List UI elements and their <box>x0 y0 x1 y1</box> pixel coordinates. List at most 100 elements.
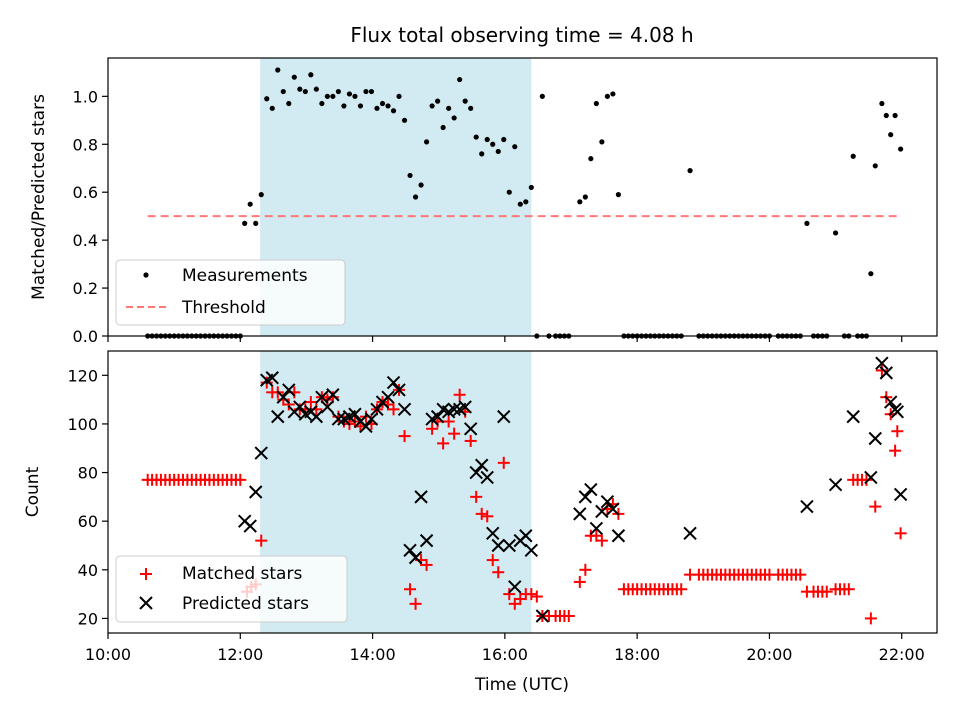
measurements-point <box>275 67 281 73</box>
top-plot-marks <box>145 67 904 339</box>
top-y-axis: 0.0 0.2 0.4 0.6 0.8 1.0 <box>73 87 108 346</box>
measurements-point <box>280 88 286 95</box>
bottom-plot-marks <box>141 356 908 625</box>
predicted-stars-point <box>497 409 511 424</box>
predicted-stars-point <box>683 526 697 541</box>
measurements-point <box>577 199 583 205</box>
measurements-point <box>615 192 622 198</box>
matched-stars-point <box>470 490 483 503</box>
predicted-stars-point <box>386 375 401 390</box>
measurements-point <box>582 194 588 200</box>
top-y-tick-label: 0.4 <box>73 231 98 250</box>
measurements-point <box>446 105 452 111</box>
predicted-stars-point <box>883 395 898 409</box>
legend-predicted-marker <box>139 596 153 610</box>
predicted-stars-point <box>519 529 533 543</box>
measurements-point <box>687 168 693 174</box>
predicted-stars-point <box>381 390 395 404</box>
predicted-stars-point <box>875 356 889 370</box>
matched-stars-point <box>573 575 586 588</box>
measurements-point <box>335 88 342 95</box>
measurements-point <box>468 105 474 111</box>
matched-stars-point <box>579 563 592 576</box>
predicted-stars-point <box>276 390 290 404</box>
measurements-point <box>374 105 380 111</box>
measurements-point <box>264 96 270 102</box>
matched-stars-point <box>497 456 510 469</box>
predicted-stars-point <box>293 400 307 414</box>
matched-stars-point <box>282 398 295 411</box>
measurements-point <box>247 201 253 207</box>
x-tick-label: 14:00 <box>350 645 396 664</box>
predicted-stars-point <box>890 405 905 419</box>
matched-stars-point <box>475 507 488 520</box>
matched-stars-point <box>869 500 882 513</box>
matched-stars-point <box>492 566 505 579</box>
measurements-point <box>593 100 599 107</box>
measurements-point <box>313 86 319 92</box>
matched-stars-point <box>409 597 422 610</box>
predicted-stars-point <box>419 533 434 548</box>
predicted-stars-point <box>611 529 626 543</box>
measurements-point <box>850 153 856 159</box>
predicted-stars-point <box>606 502 620 516</box>
predicted-stars-point <box>447 402 461 417</box>
predicted-stars-point <box>524 543 539 558</box>
x-tick-label: 10:00 <box>85 645 131 664</box>
measurements-point <box>412 194 419 200</box>
predicted-stars-point <box>370 402 384 417</box>
predicted-stars-point <box>254 446 268 460</box>
bottom-y-tick-label: 80 <box>78 464 98 483</box>
measurements-point <box>512 144 518 150</box>
measurements-point <box>379 100 386 107</box>
measurements-point <box>401 117 408 123</box>
predicted-stars-point <box>364 412 379 426</box>
measurements-point <box>396 93 402 99</box>
predicted-stars-point <box>828 477 843 492</box>
predicted-stars-point <box>502 538 516 553</box>
predicted-stars-point <box>282 383 296 397</box>
measurements-point <box>368 88 375 95</box>
matched-stars-point <box>442 415 455 428</box>
measurements-point <box>357 103 364 109</box>
predicted-stars-point <box>595 504 609 519</box>
matched-stars-point <box>794 568 807 581</box>
predicted-stars-point <box>846 409 860 424</box>
predicted-stars-point <box>508 580 522 594</box>
x-tick-label: 12:00 <box>217 645 263 664</box>
measurements-point <box>832 230 839 236</box>
measurements-point <box>291 74 297 80</box>
measurements-point <box>407 172 413 179</box>
measurements-point <box>479 151 485 157</box>
bottom-y-tick-label: 40 <box>78 561 98 580</box>
predicted-stars-point <box>326 388 340 402</box>
measurements-point <box>308 72 314 78</box>
top-y-tick-label: 0.8 <box>73 135 98 154</box>
predicted-stars-point <box>320 400 335 414</box>
measurements-point <box>872 163 878 169</box>
predicted-stars-point <box>578 490 593 504</box>
measurements-point <box>490 141 496 147</box>
legend-matched-marker <box>140 568 152 580</box>
top-legend: Measurements Threshold <box>115 259 346 326</box>
top-y-tick-label: 0.2 <box>73 279 98 298</box>
matched-stars-point <box>453 388 466 401</box>
predicted-stars-point <box>414 490 428 504</box>
measurements-point <box>610 91 616 97</box>
matched-stars-point <box>426 422 439 435</box>
matched-stars-point <box>562 609 575 622</box>
x-tick-label: 18:00 <box>614 645 660 664</box>
predicted-stars-point <box>469 465 483 480</box>
measurements-point <box>242 220 248 226</box>
matched-stars-point <box>255 534 268 547</box>
legend-measurements-label: Measurements <box>182 266 308 286</box>
measurements-point <box>390 108 397 114</box>
measurements-point <box>484 136 490 143</box>
predicted-stars-point <box>589 521 604 536</box>
predicted-stars-point <box>265 371 279 385</box>
bottom-y-tick-label: 60 <box>78 512 98 531</box>
x-axis-label: Time (UTC) <box>474 675 569 695</box>
measurements-point <box>804 220 810 226</box>
matched-stars-point <box>675 583 688 596</box>
predicted-stars-point <box>309 409 324 424</box>
